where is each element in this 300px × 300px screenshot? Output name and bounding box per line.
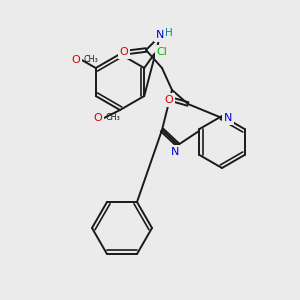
Text: H: H bbox=[165, 28, 173, 38]
Text: N: N bbox=[156, 30, 164, 40]
Text: O: O bbox=[165, 95, 173, 105]
Text: N: N bbox=[171, 147, 179, 157]
Text: O: O bbox=[71, 55, 80, 65]
Text: Cl: Cl bbox=[157, 47, 168, 57]
Text: CH₃: CH₃ bbox=[84, 56, 98, 64]
Text: CH₃: CH₃ bbox=[106, 113, 121, 122]
Text: O: O bbox=[120, 47, 128, 57]
Text: O: O bbox=[94, 113, 102, 123]
Text: N: N bbox=[224, 113, 232, 123]
